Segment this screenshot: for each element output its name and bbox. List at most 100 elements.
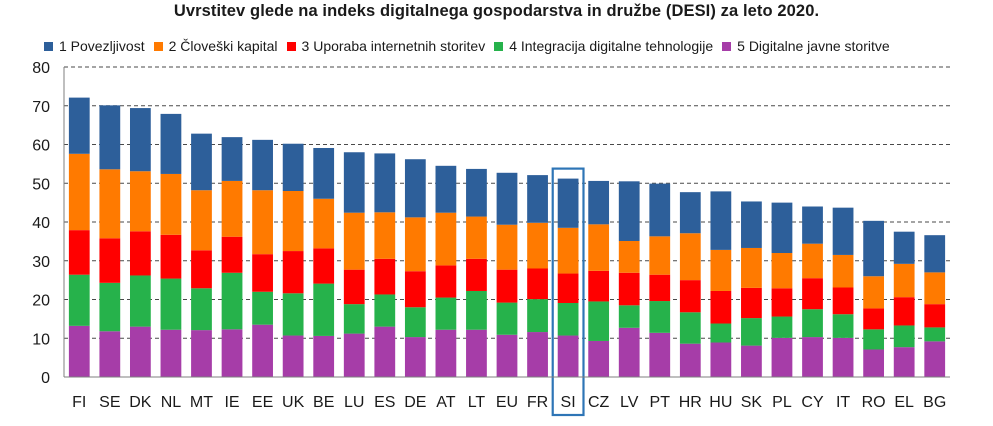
bar-segment	[466, 216, 487, 259]
y-tick-label: 30	[32, 254, 50, 271]
bar-segment	[404, 307, 426, 338]
bar-segment	[313, 335, 335, 377]
bar-segment	[374, 294, 396, 327]
bar-segment	[435, 265, 457, 298]
bar-segment	[802, 337, 823, 377]
x-tick-label: SE	[99, 394, 120, 411]
bar-segment	[924, 235, 946, 273]
bar-segment	[924, 304, 946, 328]
y-tick-label: 10	[32, 331, 50, 348]
bar-segment	[343, 269, 365, 305]
x-tick-label: BE	[313, 394, 334, 411]
bar-segment	[435, 212, 457, 266]
bar-segment	[99, 238, 121, 283]
bar-segment	[649, 274, 671, 302]
bar-segment	[527, 299, 548, 333]
x-tick-label: HU	[709, 394, 732, 411]
x-tick-label: EE	[252, 394, 273, 411]
bar-segment	[160, 329, 182, 377]
bar-segment	[893, 347, 915, 377]
bar-segment	[496, 334, 518, 377]
bar-segment	[863, 276, 885, 309]
y-tick-label: 80	[32, 60, 50, 77]
bar-segment	[771, 253, 793, 289]
bar-segment	[832, 207, 854, 255]
bar-segment	[771, 288, 793, 317]
bar-segment	[924, 327, 946, 342]
bar-segment	[771, 316, 793, 338]
bar-segment	[374, 258, 396, 295]
bar-segment	[710, 323, 732, 343]
bar-segment	[221, 236, 243, 273]
bar-segment	[191, 250, 212, 289]
bar-segment	[129, 326, 151, 377]
bar-segment	[832, 314, 854, 338]
bar-segment	[466, 329, 487, 377]
bar-segment	[618, 272, 640, 306]
bar-segment	[191, 133, 212, 191]
bar-segment	[679, 343, 701, 377]
bar-segment	[221, 272, 243, 330]
legend-label: 5 Digitalne javne storitve	[737, 38, 890, 54]
bar-segment	[863, 308, 885, 330]
bar-segment	[435, 297, 457, 330]
bar-segment	[68, 325, 90, 377]
bar-segment	[802, 278, 823, 310]
bar-segment	[557, 273, 579, 303]
legend-label: 3 Uporaba internetnih storitev	[301, 38, 486, 54]
bar-segment	[191, 330, 212, 377]
bar-segment	[527, 222, 548, 269]
bar-segment	[221, 180, 243, 237]
bar-segment	[466, 168, 487, 217]
bar-segment	[252, 254, 273, 292]
bar-segment	[710, 191, 732, 250]
legend-item: 4 Integracija digitalne tehnologije	[494, 38, 713, 54]
bar-segment	[588, 224, 610, 271]
bar-segment	[924, 272, 946, 305]
bar-segment	[466, 258, 487, 291]
bar-segment	[527, 175, 548, 223]
y-tick-label: 50	[32, 176, 50, 193]
x-tick-label: LU	[344, 394, 364, 411]
legend-item: 2 Človeški kapital	[153, 38, 278, 54]
x-tick-label: HR	[679, 394, 702, 411]
x-tick-label: IT	[836, 394, 850, 411]
bar-segment	[68, 274, 90, 326]
bar-segment	[374, 153, 396, 213]
bar-segment	[557, 178, 579, 228]
y-tick-label: 70	[32, 99, 50, 116]
bar-segment	[832, 337, 854, 377]
bar-segment	[618, 305, 640, 328]
legend-swatch	[286, 41, 296, 51]
bar-segment	[741, 247, 762, 288]
legend-item: 1 Povezljivost	[44, 38, 145, 54]
bar-segment	[863, 220, 885, 277]
bar-segment	[313, 147, 335, 199]
bar-segment	[802, 309, 823, 338]
bar-segment	[435, 165, 457, 213]
bar-segment	[496, 224, 518, 270]
bar-segment	[404, 217, 426, 272]
x-tick-label: LT	[468, 394, 486, 411]
bar-segment	[99, 282, 121, 332]
bar-segment	[282, 293, 304, 336]
bar-segment	[557, 335, 579, 377]
bar-segment	[710, 249, 732, 291]
bar-segment	[496, 269, 518, 303]
bar-segment	[160, 278, 182, 330]
bar-segment	[832, 287, 854, 315]
legend-swatch	[153, 41, 163, 51]
bar-segment	[160, 234, 182, 279]
legend-label: 4 Integracija digitalne tehnologije	[509, 38, 714, 54]
bar-segment	[649, 332, 671, 377]
bar-segment	[893, 263, 915, 298]
bar-segment	[191, 190, 212, 251]
bar-segment	[282, 191, 304, 252]
bar-segment	[588, 270, 610, 302]
bar-segment	[618, 327, 640, 377]
bar-segment	[343, 333, 365, 377]
chart-title: Uvrstitev glede na indeks digitalnega go…	[173, 2, 820, 20]
x-tick-label: EL	[894, 394, 914, 411]
bar-segment	[496, 172, 518, 225]
bar-segment	[588, 180, 610, 225]
